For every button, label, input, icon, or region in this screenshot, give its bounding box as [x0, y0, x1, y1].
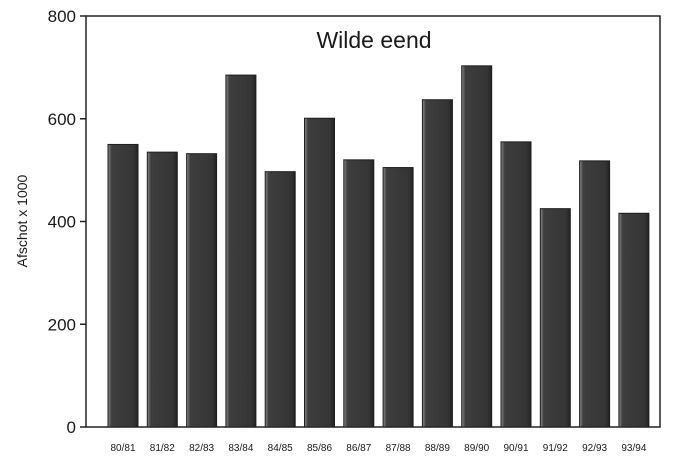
y-axis: 0 200 400 600 800: [48, 7, 86, 437]
bar-90-91: [500, 141, 532, 428]
x-tick-label: 92/93: [582, 443, 607, 454]
bar-82-83: [186, 153, 218, 428]
bar-83-84: [225, 74, 257, 428]
x-axis: 80/81 81/82 82/83 83/84 84/85 85/86 86/87 87/88…: [110, 443, 646, 454]
bar-85-86: [304, 117, 335, 428]
x-tick-label: 87/88: [386, 443, 411, 454]
x-tick-label: 83/84: [228, 443, 253, 454]
y-tick-label: 0: [67, 418, 76, 437]
bar-86-87: [343, 159, 375, 428]
x-tick-label: 85/86: [307, 443, 332, 454]
x-tick-label: 80/81: [110, 443, 135, 454]
bar-series: [107, 65, 650, 428]
bar-81-82: [146, 151, 178, 428]
x-tick-label: 91/92: [543, 443, 568, 454]
x-tick-label: 82/83: [189, 443, 214, 454]
bar-89-90: [461, 65, 493, 428]
x-tick-label: 93/94: [621, 443, 646, 454]
bar-80-81: [107, 143, 139, 428]
y-axis-label: Afschot x 1000: [14, 174, 30, 267]
x-tick-label: 88/89: [425, 443, 450, 454]
x-tick-label: 84/85: [268, 443, 293, 454]
bar-91-92: [539, 208, 571, 428]
y-tick-label: 600: [48, 110, 76, 129]
x-tick-label: 89/90: [464, 443, 489, 454]
x-tick-label: 90/91: [503, 443, 528, 454]
x-tick-label: 86/87: [346, 443, 371, 454]
bar-92-93: [579, 160, 611, 428]
x-tick-label: 81/82: [150, 443, 175, 454]
y-tick-label: 400: [48, 213, 76, 232]
chart-title: Wilde eend: [316, 27, 431, 53]
y-tick-label: 200: [48, 315, 76, 334]
bar-84-85: [264, 171, 296, 428]
bar-93-94: [618, 212, 650, 428]
y-tick-label: 800: [48, 7, 76, 26]
bar-87-88: [382, 167, 414, 428]
bar-88-89: [421, 99, 453, 428]
